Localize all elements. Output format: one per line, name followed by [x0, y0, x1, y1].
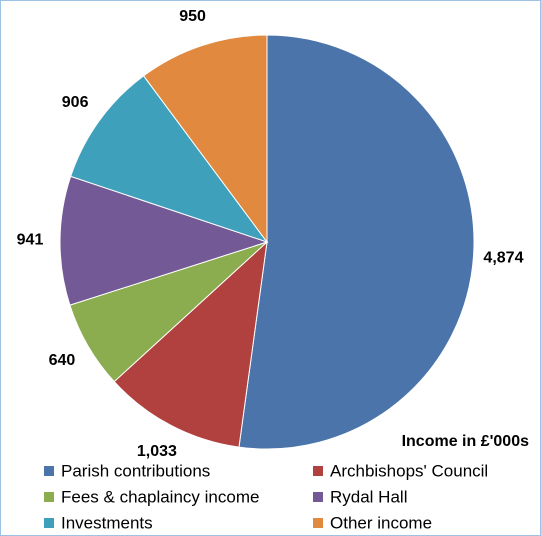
legend-label: Rydal Hall — [330, 487, 407, 506]
annotation: Income in £'000s — [402, 433, 530, 450]
pie-slice — [238, 34, 475, 450]
data-label: 950 — [179, 8, 206, 25]
pie-slice — [70, 75, 269, 243]
data-label: 906 — [62, 94, 89, 111]
legend-swatch — [313, 492, 323, 502]
legend-swatch — [313, 518, 323, 528]
legend-swatch — [44, 518, 54, 528]
data-label: 640 — [49, 352, 76, 369]
data-label: 1,033 — [137, 443, 177, 460]
legend-label: Investments — [61, 513, 153, 532]
legend-swatch — [313, 466, 323, 476]
legend-label: Other income — [330, 513, 432, 532]
data-label: 4,874 — [483, 249, 523, 266]
legend-swatch — [44, 492, 54, 502]
legend-swatch — [44, 466, 54, 476]
data-label: 941 — [17, 232, 44, 249]
legend-label: Parish contributions — [61, 461, 210, 480]
pie-slice — [59, 175, 269, 306]
legend-label: Archbishops' Council — [330, 461, 488, 480]
pie-slice — [113, 240, 268, 448]
legend-label: Fees & chaplaincy income — [61, 487, 259, 506]
pie-slice — [142, 34, 268, 244]
